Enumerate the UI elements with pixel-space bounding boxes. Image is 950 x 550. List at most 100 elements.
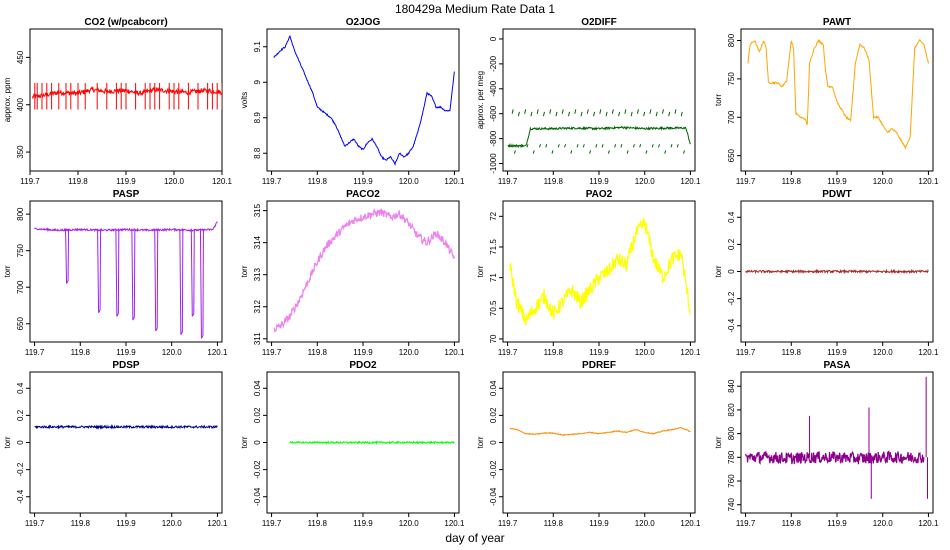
y-tick-label: 0.4: [16, 382, 25, 394]
x-tick-label: 119.7: [498, 519, 518, 528]
x-tick-label: 119.7: [262, 177, 282, 186]
y-tick-label: -800: [489, 130, 498, 147]
scatter-mark: [624, 109, 627, 114]
panel-title: PAWT: [823, 17, 851, 28]
y-tick-label: 0.02: [489, 407, 498, 423]
y-tick-label: 700: [16, 280, 25, 294]
panel-8: PDSP torr 119.7 119.8 119.9 120.0 120.1 -0.4 -0.…: [3, 360, 228, 528]
y-tick-label: -0.04: [253, 487, 262, 506]
scatter-mark: [630, 111, 633, 117]
scatter-mark: [595, 144, 598, 148]
y-tick-label: -0.2: [16, 462, 25, 476]
y-tick-label: -600: [489, 105, 498, 122]
x-tick-label: 119.7: [498, 348, 518, 357]
scatter-mark: [620, 144, 623, 148]
scatter-mark: [582, 144, 585, 148]
scatter-mark: [643, 111, 646, 117]
scatter-mark: [611, 109, 614, 114]
x-tick-label: 119.8: [68, 177, 88, 186]
figure-title: 180429a Medium Rate Data 1: [395, 2, 555, 16]
scatter-mark: [599, 109, 602, 114]
scatter-mark: [517, 111, 520, 117]
series-line: [289, 440, 455, 445]
y-tick-label: 71: [489, 273, 498, 282]
x-tick-label: 120.1: [918, 348, 939, 357]
plot-area: [745, 376, 929, 499]
plot-frame: [502, 28, 696, 172]
scatter-mark: [605, 111, 608, 117]
plot-frame: [502, 371, 696, 514]
dip-mark: [179, 228, 184, 335]
y-tick-label: 840: [727, 379, 736, 393]
y-tick-label: 0: [489, 440, 498, 445]
y-tick-label: -400: [489, 80, 498, 97]
y-tick-label: 650: [727, 148, 736, 162]
y-tick-label: 9: [253, 79, 262, 84]
x-tick-label: 120.0: [399, 177, 420, 186]
scatter-mark: [661, 109, 664, 114]
scatter-mark: [639, 144, 642, 148]
plot-frame: [29, 371, 223, 514]
y-tick-label: 315: [253, 203, 262, 217]
series-line: [509, 427, 691, 437]
y-tick-label: 9.1: [253, 41, 262, 53]
scatter-mark: [676, 144, 679, 148]
scatter-mark: [524, 109, 527, 114]
y-axis-label: approx. ppm: [3, 77, 12, 122]
x-tick-label: 119.9: [589, 519, 609, 528]
scatter-mark: [601, 144, 604, 148]
x-tick-label: 119.8: [544, 348, 564, 357]
scatter-mark: [636, 109, 639, 114]
scatter-mark: [645, 150, 648, 154]
scatter-mark: [680, 111, 683, 117]
y-tick-label: 350: [16, 145, 25, 159]
scatter-mark: [580, 111, 583, 117]
x-tick-label: 119.9: [827, 519, 847, 528]
series-line: [273, 208, 455, 333]
y-tick-label: 0: [489, 36, 498, 41]
x-tick-label: 120.1: [444, 177, 465, 186]
y-axis-label: volts: [240, 92, 249, 108]
y-tick-label: 740: [727, 497, 736, 511]
panel-7: PDWT torr 119.7 119.8 119.9 120.0 120.1 -0.4 -0.…: [714, 189, 939, 357]
x-tick-label: 119.7: [25, 519, 45, 528]
scatter-mark: [532, 150, 535, 154]
series-line: [34, 221, 218, 233]
dip-mark: [190, 228, 195, 317]
y-tick-label: 750: [727, 72, 736, 86]
plot-area: [507, 109, 691, 154]
dip-mark: [115, 228, 120, 317]
panel-5: PACO2 torr 119.7 119.8 119.9 120.0 120.1 311 312…: [240, 189, 465, 357]
series-line: [273, 34, 455, 167]
panel-9: PDO2 torr 119.7 119.8 119.9 120.0 120.1 -0.04 -0…: [240, 360, 465, 528]
scatter-mark: [568, 111, 570, 117]
y-tick-label: 760: [727, 474, 736, 488]
y-tick-label: 70.5: [489, 300, 498, 316]
y-tick-label: -0.2: [727, 291, 736, 305]
scatter-mark: [589, 150, 592, 154]
y-tick-label: 0.2: [16, 409, 25, 421]
scatter-mark: [557, 144, 560, 148]
y-tick-label: 0: [16, 440, 25, 445]
y-tick-label: 780: [727, 450, 736, 464]
x-tick-label: 119.7: [736, 519, 756, 528]
y-tick-label: -1000: [489, 153, 498, 174]
y-tick-label: 8.8: [253, 147, 262, 159]
series-line: [745, 268, 929, 275]
plot-frame: [740, 371, 934, 514]
x-tick-label: 119.7: [262, 348, 282, 357]
dip-mark: [131, 228, 136, 321]
panel-title: PAO2: [586, 189, 613, 200]
x-tick-label: 120.0: [162, 348, 183, 357]
x-tick-label: 119.9: [827, 177, 847, 186]
panel-11: PASA torr 119.7 119.8 119.9 120.0 120.1 740 760 7…: [714, 360, 939, 528]
scatter-mark: [632, 144, 635, 148]
y-axis-label: torr: [3, 265, 12, 277]
panel-title: O2DIFF: [581, 17, 617, 28]
y-axis-label: torr: [3, 436, 12, 448]
scatter-mark: [649, 109, 652, 114]
scatter-mark: [655, 111, 658, 117]
x-tick-label: 120.0: [873, 348, 894, 357]
series-line: [31, 85, 222, 100]
x-tick-label: 119.9: [116, 177, 136, 186]
